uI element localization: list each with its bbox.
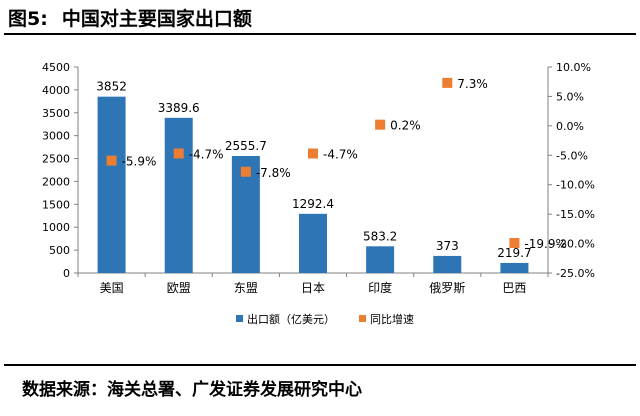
y-left-tick-label: 3000	[42, 130, 70, 143]
y-left-tick-label: 4500	[42, 61, 70, 74]
y-left-tick-label: 2500	[42, 153, 70, 166]
x-tick-label: 俄罗斯	[429, 281, 465, 295]
y-left-tick-label: 3500	[42, 107, 70, 120]
x-tick-label: 印度	[368, 280, 392, 295]
bar-value-label: 1292.4	[292, 197, 334, 211]
legend-swatch-exports	[236, 315, 243, 322]
y-right-tick-label: 0.0%	[556, 120, 584, 133]
legend-swatch-growth	[359, 315, 366, 322]
growth-marker	[308, 148, 318, 159]
y-left-tick-label: 500	[49, 244, 70, 257]
y-left-tick-label: 4000	[42, 84, 70, 97]
growth-marker	[375, 119, 386, 130]
bar-value-label: 583.2	[363, 229, 397, 243]
growth-marker	[173, 148, 184, 159]
growth-marker	[240, 166, 251, 177]
bottom-rule	[4, 364, 636, 366]
y-left-tick-label: 1000	[42, 221, 70, 234]
x-tick-label: 日本	[301, 281, 325, 295]
y-right-tick-label: -25.0%	[556, 267, 595, 280]
y-right-tick-label: -5.0%	[556, 149, 588, 162]
bar	[97, 96, 126, 273]
bar	[366, 246, 395, 273]
y-right-tick-label: 5.0%	[556, 90, 584, 103]
y-right-tick-label: -15.0%	[556, 208, 595, 221]
bar	[500, 262, 529, 273]
figure-title: 图5: 中国对主要国家出口额	[8, 4, 252, 31]
growth-marker	[509, 237, 520, 248]
x-tick-label: 欧盟	[167, 281, 191, 295]
growth-label: -19.9%	[524, 237, 566, 251]
data-source: 数据来源：海关总署、广发证券发展研究中心	[22, 380, 362, 400]
growth-label: -7.8%	[256, 166, 291, 180]
y-right-tick-label: -20.0%	[556, 238, 595, 251]
growth-label: -4.7%	[323, 148, 358, 162]
x-tick-label: 美国	[100, 281, 124, 295]
bar-value-label: 3389.6	[158, 101, 200, 115]
y-left-tick-label: 1500	[42, 198, 70, 211]
bar-value-label: 373	[436, 239, 459, 253]
growth-marker	[442, 77, 453, 88]
x-tick-label: 巴西	[502, 281, 526, 295]
y-left-tick-label: 2000	[42, 175, 70, 188]
chart-title: 中国对主要国家出口额	[61, 8, 252, 30]
growth-label: 7.3%	[457, 77, 488, 91]
legend-label-exports: 出口额（亿美元）	[247, 312, 335, 326]
bar	[433, 255, 462, 273]
bar	[164, 117, 193, 274]
bar	[299, 213, 327, 273]
y-left-tick-label: 0	[63, 267, 70, 280]
bar-value-label: 219.7	[497, 246, 531, 260]
growth-label: -5.9%	[122, 155, 157, 169]
growth-marker	[106, 155, 117, 166]
bar-value-label: 3852	[96, 80, 127, 94]
growth-label: -4.7%	[189, 148, 224, 162]
figure-number: 图5:	[8, 8, 48, 30]
legend-label-growth: 同比增速	[370, 312, 414, 326]
y-right-tick-label: -10.0%	[556, 179, 595, 192]
growth-label: 0.2%	[390, 119, 421, 133]
bar-value-label: 2555.7	[225, 139, 267, 153]
x-tick-label: 东盟	[234, 281, 258, 295]
top-rule	[4, 33, 636, 35]
y-right-tick-label: 10.0%	[556, 61, 591, 74]
